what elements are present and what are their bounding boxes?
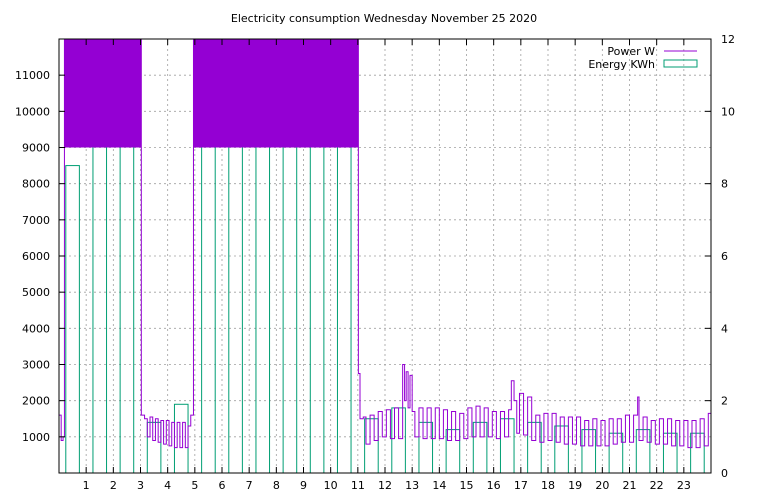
x-tick-label: 8 bbox=[273, 479, 280, 492]
y-tick-label: 9000 bbox=[22, 142, 50, 155]
y-tick-label: 2000 bbox=[22, 395, 50, 408]
y-tick-label: 5000 bbox=[22, 286, 50, 299]
y-tick-label: 7000 bbox=[22, 214, 50, 227]
y2-tick-label: 12 bbox=[721, 33, 735, 46]
y-tick-label: 10000 bbox=[15, 105, 50, 118]
legend-label-energy: Energy KWh bbox=[588, 58, 655, 71]
y-tick-label: 11000 bbox=[15, 69, 50, 82]
x-tick-label: 23 bbox=[677, 479, 691, 492]
y-tick-label: 6000 bbox=[22, 250, 50, 263]
x-tick-label: 17 bbox=[514, 479, 528, 492]
x-tick-label: 4 bbox=[164, 479, 171, 492]
y-tick-label: 1000 bbox=[22, 431, 50, 444]
power-peak-fill bbox=[193, 39, 359, 148]
x-tick-label: 21 bbox=[623, 479, 637, 492]
x-tick-label: 6 bbox=[219, 479, 226, 492]
x-tick-label: 7 bbox=[246, 479, 253, 492]
y2-tick-label: 10 bbox=[721, 105, 735, 118]
y2-tick-label: 4 bbox=[721, 322, 728, 335]
x-tick-label: 10 bbox=[324, 479, 338, 492]
y2-tick-label: 6 bbox=[721, 250, 728, 263]
gridlines bbox=[59, 39, 711, 473]
axis-ticks: 1 2 3 4 5 6 7 8 9 10 11 12 13 14 15 16 17 18 19 20 21 22 23100… bbox=[15, 33, 735, 492]
chart-title: Electricity consumption Wednesday Novemb… bbox=[231, 12, 537, 25]
x-tick-label: 15 bbox=[460, 479, 474, 492]
x-tick-label: 19 bbox=[568, 479, 582, 492]
x-tick-label: 20 bbox=[595, 479, 609, 492]
legend-swatch-energy bbox=[663, 59, 698, 68]
x-tick-label: 1 bbox=[83, 479, 90, 492]
power-peak-fill bbox=[64, 39, 142, 148]
y-tick-label: 8000 bbox=[22, 178, 50, 191]
x-tick-label: 3 bbox=[137, 479, 144, 492]
x-tick-label: 2 bbox=[110, 479, 117, 492]
x-tick-label: 16 bbox=[487, 479, 501, 492]
legend-label-power: Power W bbox=[607, 45, 655, 58]
y2-tick-label: 2 bbox=[721, 395, 728, 408]
x-tick-label: 14 bbox=[432, 479, 446, 492]
y2-tick-label: 8 bbox=[721, 178, 728, 191]
y2-tick-label: 0 bbox=[721, 467, 728, 480]
legend: Power W Energy KWh bbox=[588, 45, 698, 71]
x-tick-label: 12 bbox=[378, 479, 392, 492]
y-tick-label: 4000 bbox=[22, 322, 50, 335]
x-tick-label: 9 bbox=[300, 479, 307, 492]
y-tick-label: 3000 bbox=[22, 359, 50, 372]
x-tick-label: 5 bbox=[191, 479, 198, 492]
power-line bbox=[59, 38, 711, 449]
x-tick-label: 11 bbox=[351, 479, 365, 492]
x-tick-label: 18 bbox=[541, 479, 555, 492]
x-tick-label: 13 bbox=[405, 479, 419, 492]
x-tick-label: 22 bbox=[650, 479, 664, 492]
power-series bbox=[59, 38, 711, 449]
